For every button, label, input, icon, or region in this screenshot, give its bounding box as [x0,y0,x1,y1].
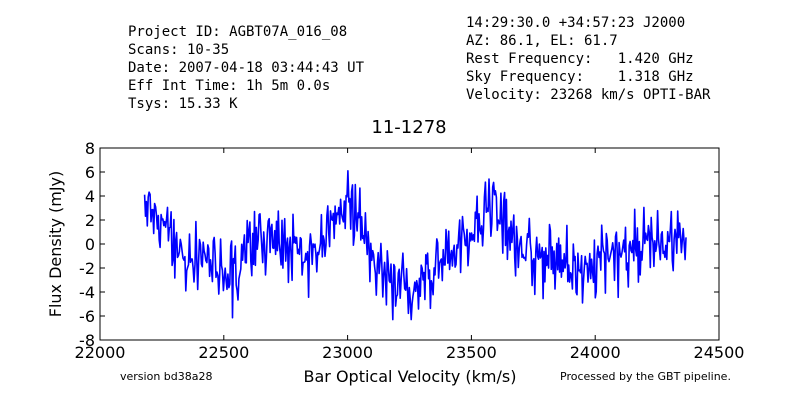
header-right-line-2: AZ: 86.1, EL: 61.7 [466,33,618,49]
x-axis-ticks: 22000 22500 23000 23500 24000 24500 [75,148,745,362]
header-right-line-4: Sky Frequency: 1.318 GHz [466,69,694,85]
y-axis-ticks: -8 -6 -4 -2 0 2 4 6 8 [79,139,719,350]
plot-area: 22000 22500 23000 23500 24000 24500 -8 -6 -4 -2 0… [75,139,745,362]
header-left-line-1: Project ID: AGBT07A_016_08 [128,24,347,40]
x-tick-label: 23000 [322,343,373,362]
header-left-line-2: Scans: 10-35 [128,42,229,58]
y-tick-label: 4 [85,187,95,206]
x-tick-label: 23500 [446,343,497,362]
version-label: version bd38a28 [120,370,213,383]
y-tick-label: 0 [85,235,95,254]
y-tick-label: 2 [85,211,95,230]
y-tick-label: -6 [79,307,95,326]
x-axis-label: Bar Optical Velocity (km/s) [304,367,517,386]
series-line [143,170,687,321]
x-tick-label: 24000 [570,343,621,362]
pipeline-label: Processed by the GBT pipeline. [560,370,731,383]
x-tick-label: 22000 [75,343,126,362]
y-tick-label: -8 [79,331,95,350]
y-axis-label: Flux Density (mJy) [46,171,65,318]
header-left-line-5: Tsys: 15.33 K [128,96,238,112]
header-left-line-4: Eff Int Time: 1h 5m 0.0s [128,78,330,94]
y-tick-label: 6 [85,163,95,182]
x-tick-label: 22500 [198,343,249,362]
header-right-line-1: 14:29:30.0 +34:57:23 J2000 [466,15,685,31]
y-tick-label: -2 [79,259,95,278]
chart-title: 11-1278 [371,117,446,138]
header-left-line-3: Date: 2007-04-18 03:44:43 UT [128,60,365,76]
y-tick-label: -4 [79,283,95,302]
header-right-line-5: Velocity: 23268 km/s OPTI-BAR [466,87,711,103]
header-right-line-3: Rest Frequency: 1.420 GHz [466,51,694,67]
y-tick-label: 8 [85,139,95,158]
x-tick-label: 24500 [694,343,745,362]
